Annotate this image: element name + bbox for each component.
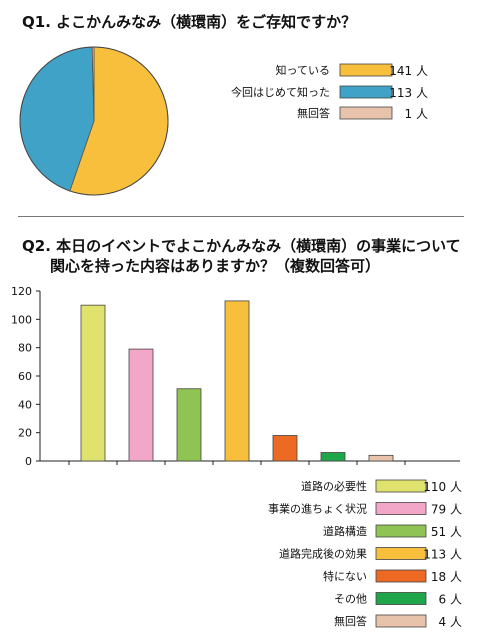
bar-legend-swatch-1 (375, 479, 427, 493)
pie-legend-value-1: 141 人 (389, 64, 428, 78)
bar-legend-label-3: 道路構造 (323, 524, 367, 538)
bar-legend-swatch-3 (375, 524, 427, 538)
pie-legend-swatch-1 (339, 63, 393, 77)
bar-legend-label-7: 無回答 (334, 614, 367, 628)
pie-legend-label-2: 今回はじめて知った (231, 85, 330, 99)
pie-outline (19, 46, 169, 196)
bar-2 (128, 348, 154, 462)
pie-legend-swatch-2 (339, 85, 393, 99)
bar-4 (224, 300, 250, 462)
y-tick-label-60: 60 (18, 370, 32, 383)
pie-legend-value-2: 113 人 (389, 86, 428, 100)
bar-legend-value-4: 113 人 (423, 548, 462, 562)
pie-legend-swatch-3 (339, 106, 393, 120)
bar-legend-value-5: 18 人 (431, 570, 462, 584)
bar-legend-label-1: 道路の必要性 (301, 479, 367, 493)
bar-legend-label-6: その他 (334, 593, 367, 606)
pie-legend-label-3: 無回答 (297, 106, 330, 120)
bar-legend-value-7: 4 人 (439, 615, 462, 629)
pie-legend-label-1: 知っている (276, 63, 330, 77)
y-tick-label-40: 40 (18, 398, 32, 411)
bar-7 (368, 454, 394, 462)
bar-legend-swatch-2 (375, 502, 427, 515)
y-tick-label-100: 100 (11, 313, 32, 326)
q2-title: Q2. 本日のイベントでよこかんみなみ（横環南）の事業について (22, 237, 461, 255)
bar-legend-label-2: 事業の進ちょく状況 (268, 502, 367, 516)
bar-legend-swatch-6 (375, 592, 427, 605)
bar-legend-value-6: 6 人 (439, 593, 462, 607)
y-tick-label-20: 20 (18, 427, 32, 440)
section-divider (18, 216, 464, 217)
bar-legend-label-4: 道路完成後の効果 (279, 547, 367, 561)
q1-title: Q1. よこかんみなみ（横環南）をご存知ですか？ (22, 13, 357, 31)
bar-legend-swatch-5 (375, 569, 427, 583)
bar-6 (320, 452, 346, 462)
bar-5 (272, 435, 298, 462)
bar-legend-value-3: 51 人 (431, 525, 462, 539)
bar-legend-value-2: 79 人 (431, 503, 462, 517)
bar-legend-label-5: 特にない (323, 569, 367, 583)
q2-subtitle: 関心を持った内容はありますか？（複数回答可） (50, 257, 381, 275)
y-tick-label-0: 0 (25, 455, 32, 468)
y-tick-label-80: 80 (18, 342, 32, 355)
bar-legend-swatch-7 (375, 614, 427, 628)
bar-legend-value-1: 110 人 (423, 480, 462, 494)
bar-legend-swatch-4 (375, 547, 427, 560)
pie-legend-value-3: 1 人 (405, 107, 428, 121)
bar-3 (176, 388, 202, 462)
y-tick-label-120: 120 (11, 285, 32, 298)
bar-1 (80, 304, 106, 462)
